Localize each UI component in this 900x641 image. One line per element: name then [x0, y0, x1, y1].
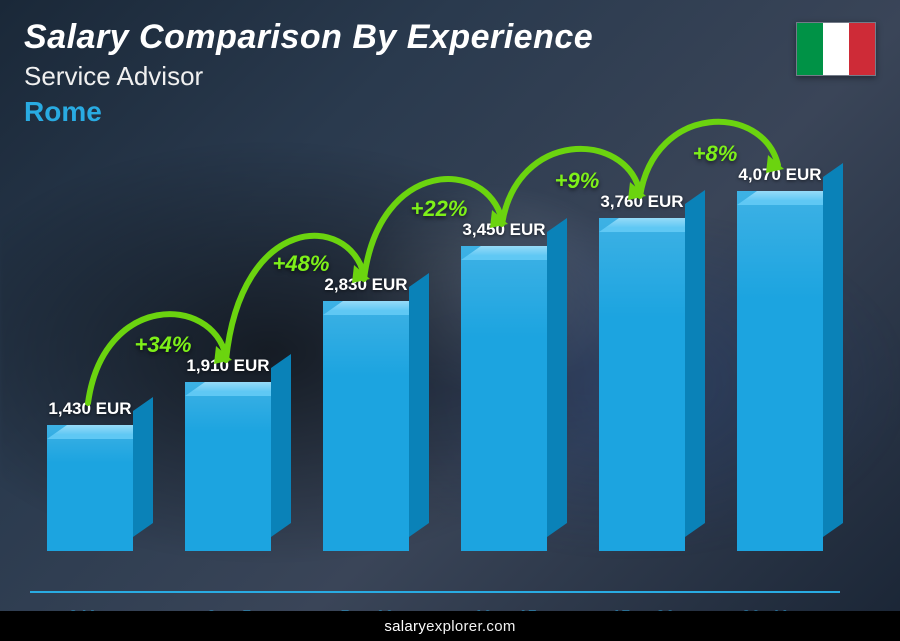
bar: [737, 191, 823, 551]
bar: [323, 301, 409, 551]
bar-value-label: 4,070 EUR: [738, 165, 821, 185]
bar-front-face: [461, 246, 547, 551]
bar-chart: 1,430 EUR 1,910 EUR 2,830 EUR 3,450 EUR 3,76…: [30, 150, 840, 551]
bar-front-face: [47, 425, 133, 551]
bar-column: 2,830 EUR: [306, 150, 426, 551]
bar-side-face: [271, 354, 291, 537]
bar: [185, 382, 271, 551]
bar-side-face: [823, 163, 843, 537]
header: Salary Comparison By Experience Service …: [24, 18, 876, 128]
flag-stripe-3: [849, 23, 875, 75]
bar-value-label: 3,450 EUR: [462, 220, 545, 240]
chart-city: Rome: [24, 96, 876, 128]
footer-brand-2: explorer.com: [426, 618, 515, 635]
x-axis-line: [30, 591, 840, 593]
bar-side-face: [133, 397, 153, 537]
flag-stripe-2: [823, 23, 849, 75]
bar-value-label: 1,430 EUR: [48, 399, 131, 419]
bar-column: 3,760 EUR: [582, 150, 702, 551]
bar: [461, 246, 547, 551]
bar: [599, 218, 685, 551]
bar-front-face: [185, 382, 271, 551]
bar: [47, 425, 133, 551]
bar-column: 4,070 EUR: [720, 150, 840, 551]
flag-stripe-1: [797, 23, 823, 75]
bar-side-face: [409, 273, 429, 537]
bar-side-face: [547, 218, 567, 537]
bar-side-face: [685, 190, 705, 537]
footer-brand: salaryexplorer.com: [0, 611, 900, 641]
footer-brand-1: salary: [384, 618, 426, 635]
bar-value-label: 3,760 EUR: [600, 192, 683, 212]
bar-value-label: 1,910 EUR: [186, 356, 269, 376]
bar-column: 1,910 EUR: [168, 150, 288, 551]
italy-flag-icon: [796, 22, 876, 76]
bar-column: 1,430 EUR: [30, 150, 150, 551]
bar-value-label: 2,830 EUR: [324, 275, 407, 295]
bar-front-face: [323, 301, 409, 551]
bar-front-face: [737, 191, 823, 551]
chart-title: Salary Comparison By Experience: [24, 18, 876, 57]
chart-subtitle: Service Advisor: [24, 61, 876, 92]
bar-column: 3,450 EUR: [444, 150, 564, 551]
bar-front-face: [599, 218, 685, 551]
